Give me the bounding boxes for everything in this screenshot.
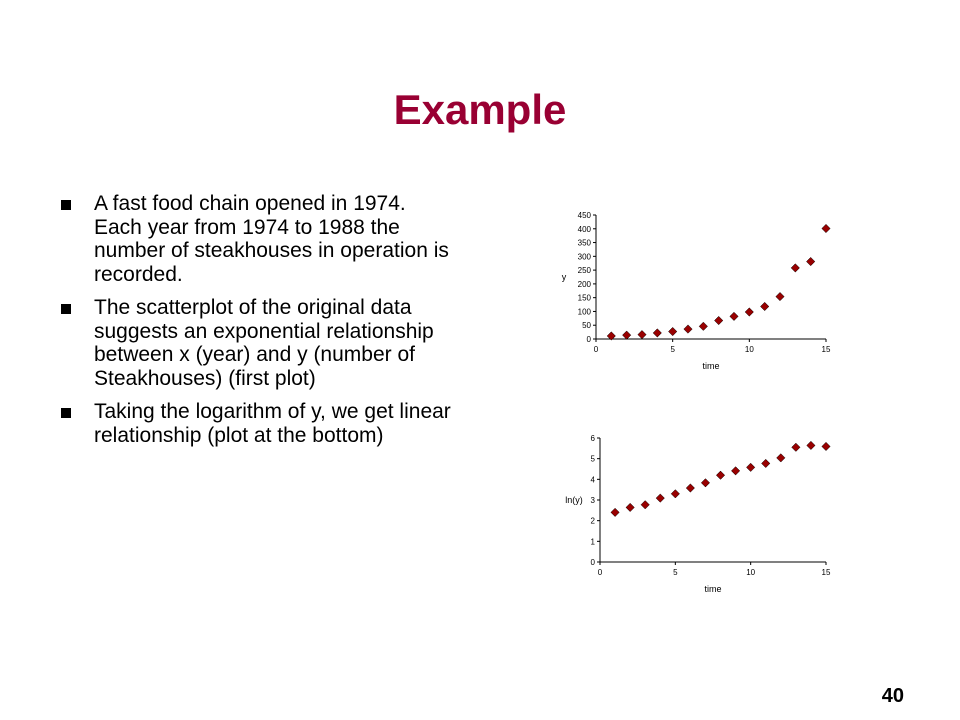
data-point xyxy=(652,328,662,338)
slide-title: Example xyxy=(393,86,567,133)
data-point xyxy=(791,442,801,452)
bullet-text: The scatterplot of the original data sug… xyxy=(94,296,434,390)
square-bullet-icon xyxy=(61,408,71,418)
y-tick-label: 400 xyxy=(578,225,592,234)
data-point xyxy=(806,440,816,450)
data-point xyxy=(714,315,724,326)
data-point xyxy=(606,331,616,341)
data-point xyxy=(760,301,770,312)
data-point xyxy=(744,307,754,317)
data-point xyxy=(731,466,741,476)
x-tick-label: 5 xyxy=(670,345,675,354)
y-tick-label: 6 xyxy=(591,434,596,443)
x-tick-label: 15 xyxy=(822,568,831,577)
y-tick-label: 350 xyxy=(578,239,592,248)
y-tick-label: 300 xyxy=(578,252,592,261)
y-tick-label: 200 xyxy=(578,280,592,289)
data-point xyxy=(715,470,726,480)
y-tick-label: 5 xyxy=(591,455,596,464)
y-tick-label: 450 xyxy=(578,211,592,220)
square-bullet-icon xyxy=(61,200,71,210)
data-point xyxy=(746,462,756,472)
y-tick-label: 3 xyxy=(591,496,596,505)
data-point xyxy=(700,478,711,488)
data-point xyxy=(775,292,785,302)
data-point xyxy=(625,502,635,512)
data-point xyxy=(637,330,647,340)
data-point xyxy=(821,441,831,452)
data-point xyxy=(640,500,650,510)
x-tick-label: 0 xyxy=(598,568,603,577)
data-point xyxy=(761,458,771,468)
data-point xyxy=(776,453,786,463)
square-bullet-icon xyxy=(61,304,71,314)
x-axis-label: time xyxy=(704,584,721,594)
y-axis-label: y xyxy=(562,272,567,282)
scatter-chart-log: 0 1 2 3 4 5 6 0 5 10 15 time ln(y) xyxy=(565,434,831,594)
page-number: 40 xyxy=(881,685,904,707)
data-point xyxy=(698,321,708,331)
bullet-text: A fast food chain opened in 1974. Each y… xyxy=(94,192,449,286)
data-point xyxy=(655,493,665,503)
bullet-item: The scatterplot of the original data sug… xyxy=(58,296,458,390)
data-point xyxy=(790,263,800,273)
y-tick-label: 0 xyxy=(587,335,592,344)
data-point xyxy=(821,223,831,234)
data-point xyxy=(806,257,816,267)
bullet-text: Taking the logarithm of y, we get linear… xyxy=(94,400,451,447)
y-tick-label: 100 xyxy=(578,307,592,316)
x-tick-label: 15 xyxy=(822,345,831,354)
bullet-list: A fast food chain opened in 1974. Each y… xyxy=(58,192,458,457)
x-tick-label: 0 xyxy=(594,345,599,354)
x-tick-label: 10 xyxy=(745,345,754,354)
bullet-item: A fast food chain opened in 1974. Each y… xyxy=(58,192,458,286)
y-tick-label: 250 xyxy=(578,266,592,275)
y-tick-label: 2 xyxy=(591,517,596,526)
y-tick-label: 50 xyxy=(582,321,591,330)
data-point xyxy=(729,311,739,321)
data-point xyxy=(668,327,678,337)
data-point xyxy=(670,489,680,499)
bullet-item: Taking the logarithm of y, we get linear… xyxy=(58,400,458,447)
data-point xyxy=(610,507,620,517)
y-tick-label: 4 xyxy=(591,475,596,484)
x-tick-label: 10 xyxy=(746,568,755,577)
x-tick-label: 5 xyxy=(673,568,678,577)
data-point xyxy=(622,330,632,340)
data-point xyxy=(685,483,695,493)
y-tick-label: 150 xyxy=(578,294,592,303)
y-tick-label: 0 xyxy=(591,558,596,567)
scatter-chart-original: 0 50 100 150 200 250 300 350 400 450 0 5 10 15 time y xyxy=(562,211,831,371)
data-point xyxy=(683,324,693,334)
y-tick-label: 1 xyxy=(591,537,596,546)
x-axis-label: time xyxy=(702,361,719,371)
y-axis-label: ln(y) xyxy=(565,495,583,505)
